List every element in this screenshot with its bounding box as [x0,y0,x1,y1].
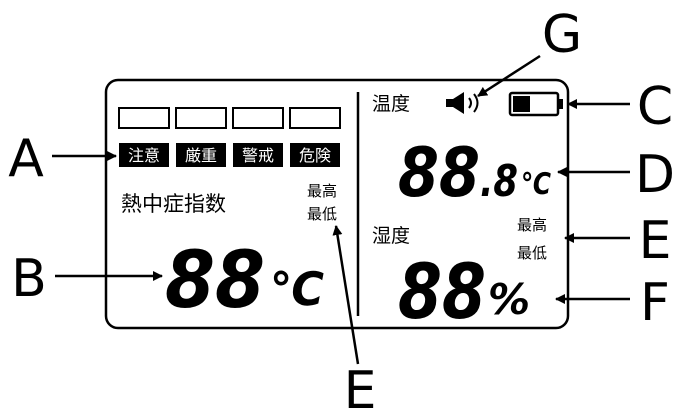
level-label-bg-1 [119,143,169,167]
temperature-digits: 88 [398,134,480,213]
level-box-1 [118,107,170,129]
wbgt-digits: 88 [165,236,265,326]
wbgt-unit: ℃ [270,262,324,316]
lcd-frame [104,78,570,330]
left-min-label: 最低 [307,205,337,223]
humidity-digits: 88 [398,247,486,336]
left-max-label: 最高 [307,182,337,200]
level-label-danger: 危険 [299,146,331,165]
right-max-label: 最高 [517,216,547,234]
level-label-bg-2 [176,143,226,167]
level-box-4 [289,107,341,129]
callout-letter-f: F [640,273,670,333]
temperature-label: 温度 [372,93,410,115]
callout-arrow-e-bottom [332,225,360,365]
wbgt-label: 熱中症指数 [121,192,226,216]
level-label-caution: 注意 [128,146,160,165]
level-label-warning: 警戒 [242,146,274,165]
callout-letter-b: B [11,249,47,309]
right-min-label: 最低 [517,244,547,262]
temperature-unit: ℃ [521,167,551,202]
callout-letter-c: C [637,77,673,137]
level-box-3 [232,107,284,129]
callout-letter-g: G [542,5,582,65]
level-box-2 [175,107,227,129]
level-label-bg-3 [233,143,283,167]
level-label-bg-4 [290,143,340,167]
humidity-label: 湿度 [372,225,410,247]
speaker-icon [446,92,479,114]
level-label-severe: 厳重 [185,146,217,165]
temperature-decimal: .8 [480,156,518,207]
callout-arrow-g [477,54,541,98]
callout-letter-e-bottom: E [344,361,377,414]
callout-letter-d: D [635,145,675,205]
humidity-unit: % [488,275,530,324]
callout-letter-e-right: E [639,211,672,271]
battery-icon [508,91,563,117]
callout-letter-a: A [8,129,44,189]
